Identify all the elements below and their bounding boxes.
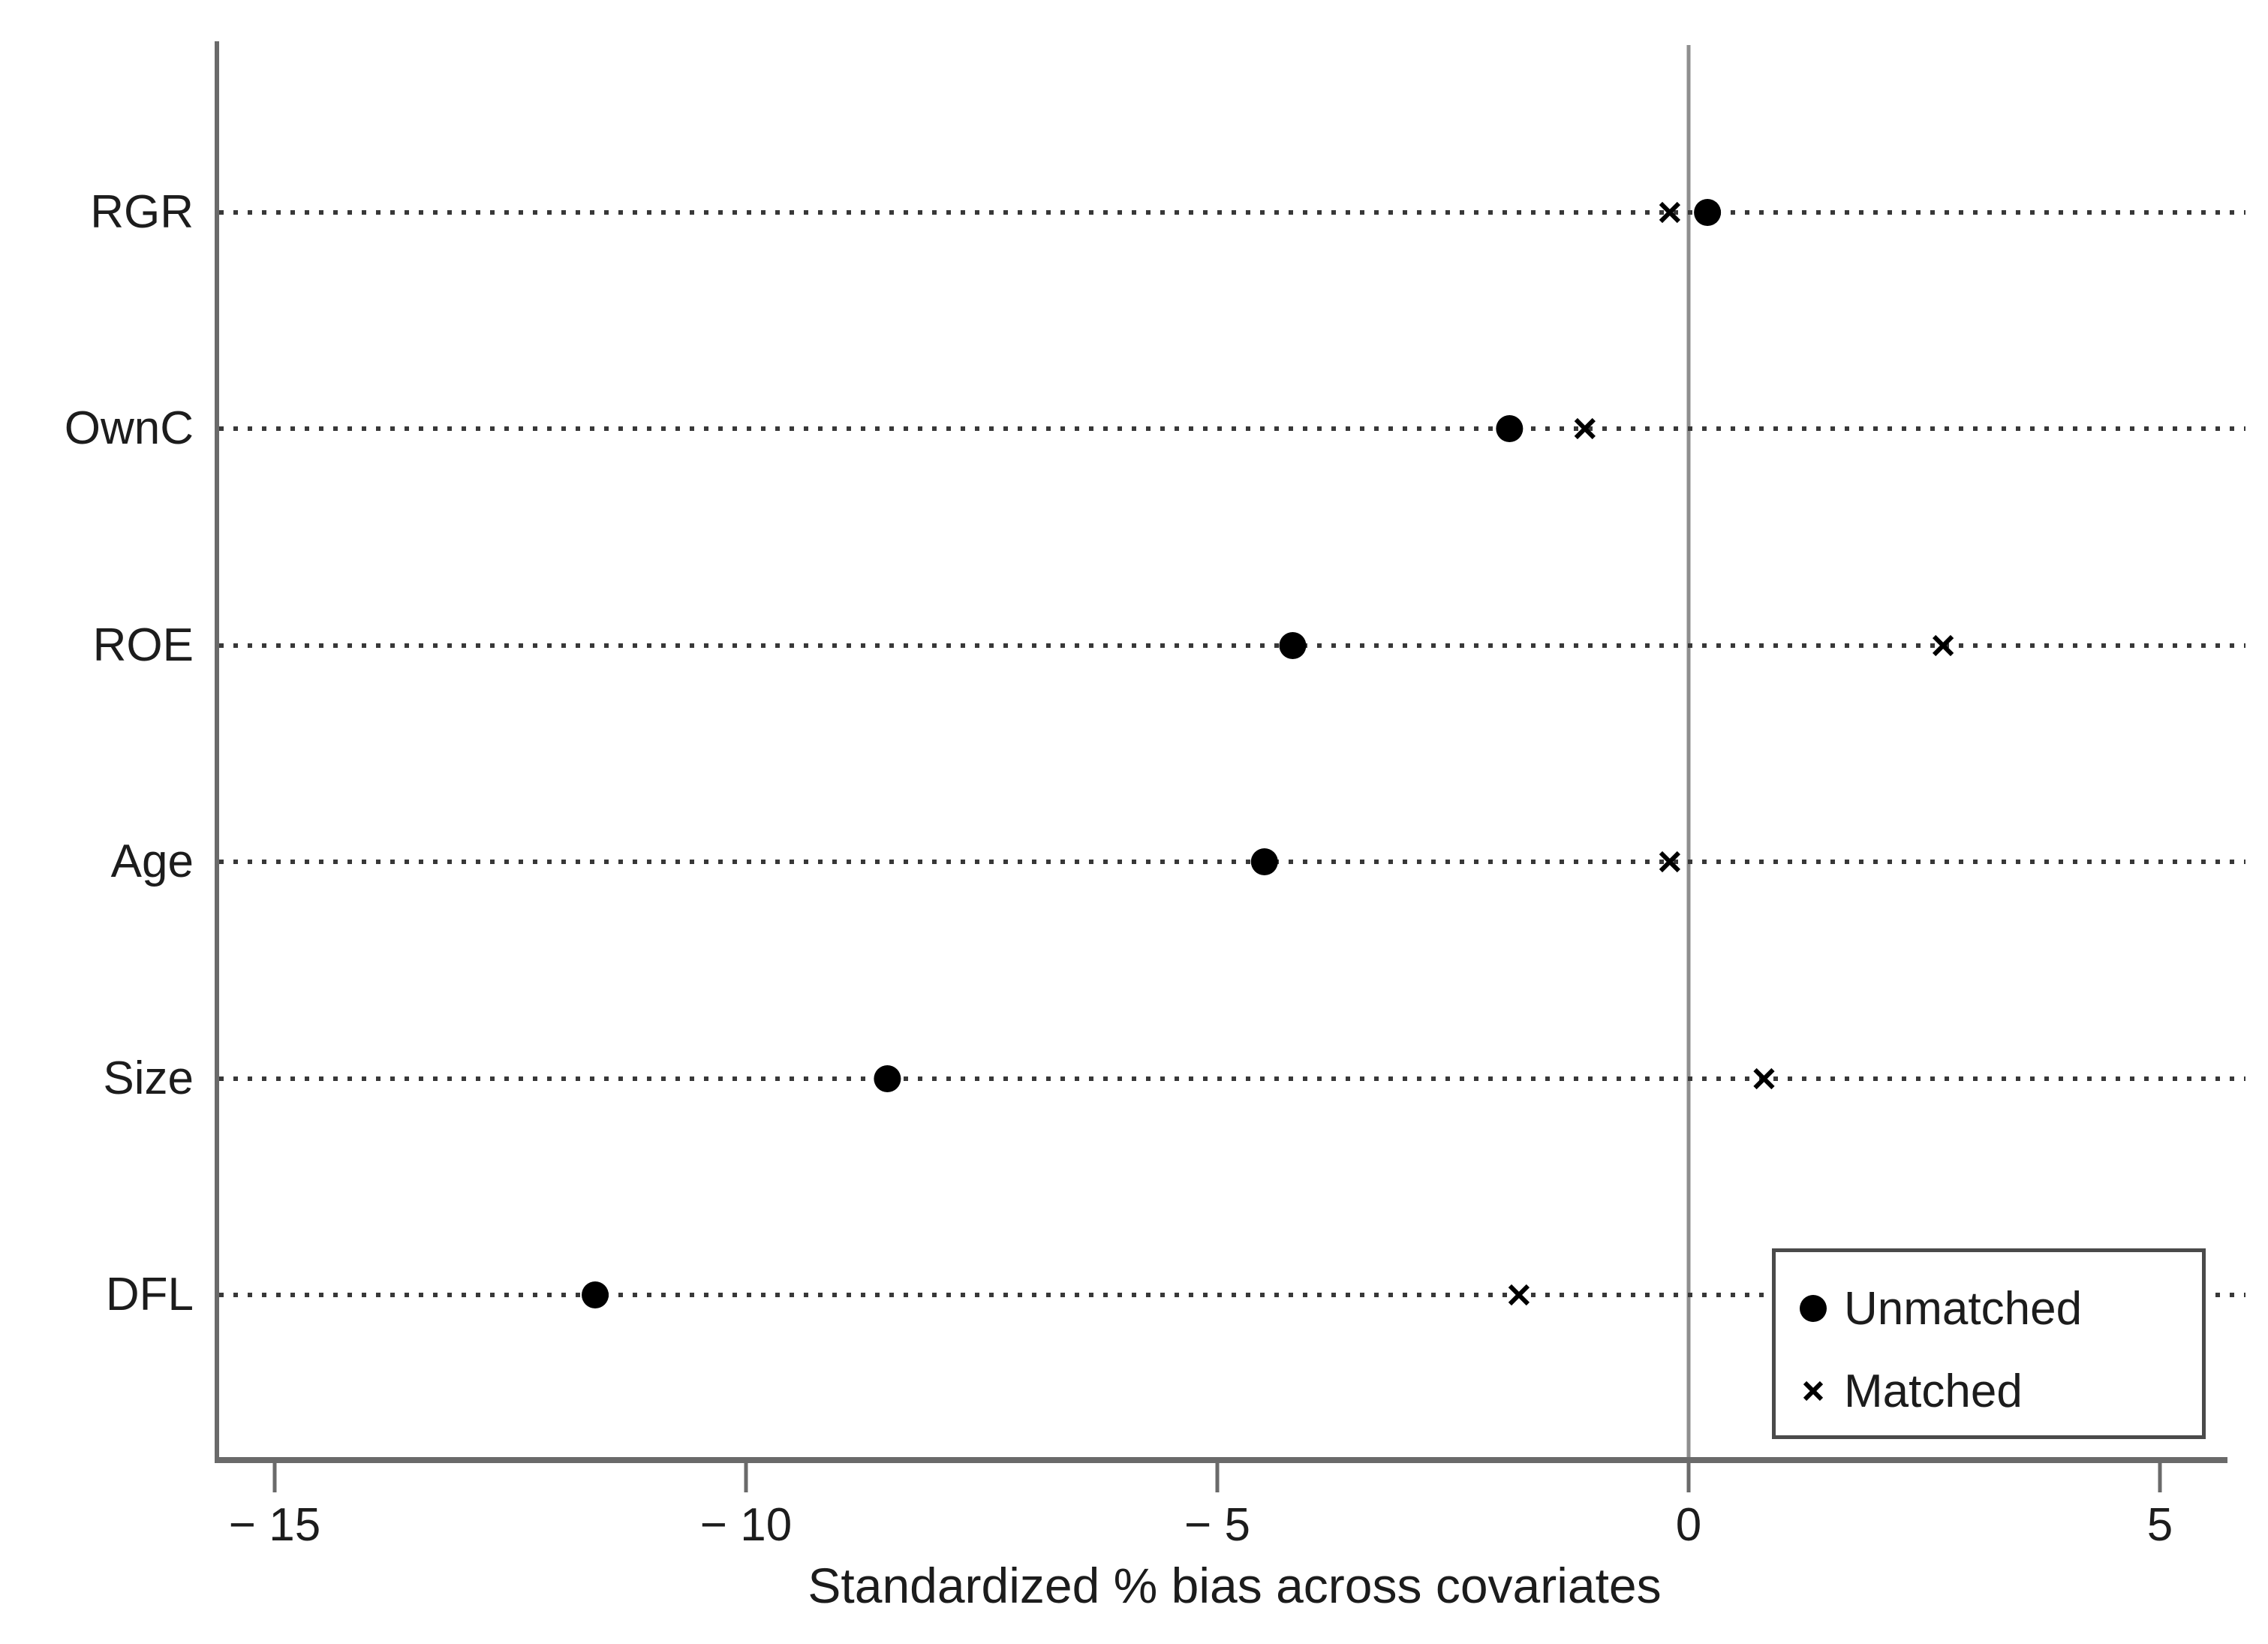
marker-unmatched-roe [1279,632,1307,659]
legend-box: Unmatched Matched [1772,1248,2206,1439]
filled-circle-icon [1796,1291,1830,1326]
marker-matched-rgr [1659,201,1681,224]
marker-unmatched-rgr [1694,199,1722,226]
marker-matched-ownc [1574,417,1596,440]
x-marker-icon [1796,1374,1830,1408]
x-tick-label-5: 5 [2146,1499,2173,1551]
category-label-ownc: OwnC [64,402,194,454]
x-tick-label--5: − 5 [1184,1499,1250,1551]
category-label-roe: ROE [92,619,194,671]
x-tick-label--10: − 10 [699,1499,793,1551]
category-label-dfl: DFL [105,1269,194,1320]
legend-label-unmatched: Unmatched [1844,1282,2083,1335]
category-label-rgr: RGR [90,186,194,238]
marker-unmatched-ownc [1496,415,1524,442]
x-axis-title: Standardized % bias across covariates [808,1558,1662,1613]
category-label-age: Age [110,836,194,887]
x-tick-label--15: − 15 [228,1499,321,1551]
marker-matched-roe [1932,634,1954,657]
marker-unmatched-dfl [582,1281,609,1308]
marker-unmatched-age [1250,848,1278,875]
marker-matched-size [1753,1067,1775,1090]
legend-label-matched: Matched [1844,1365,2023,1417]
marker-matched-dfl [1508,1284,1530,1306]
legend-entry-matched: Matched [1796,1362,2023,1420]
x-tick-label-0: 0 [1675,1499,1702,1551]
category-label-size: Size [103,1052,194,1104]
legend-entry-unmatched: Unmatched [1796,1280,2082,1337]
marker-matched-age [1659,851,1681,873]
marker-unmatched-size [874,1065,901,1092]
